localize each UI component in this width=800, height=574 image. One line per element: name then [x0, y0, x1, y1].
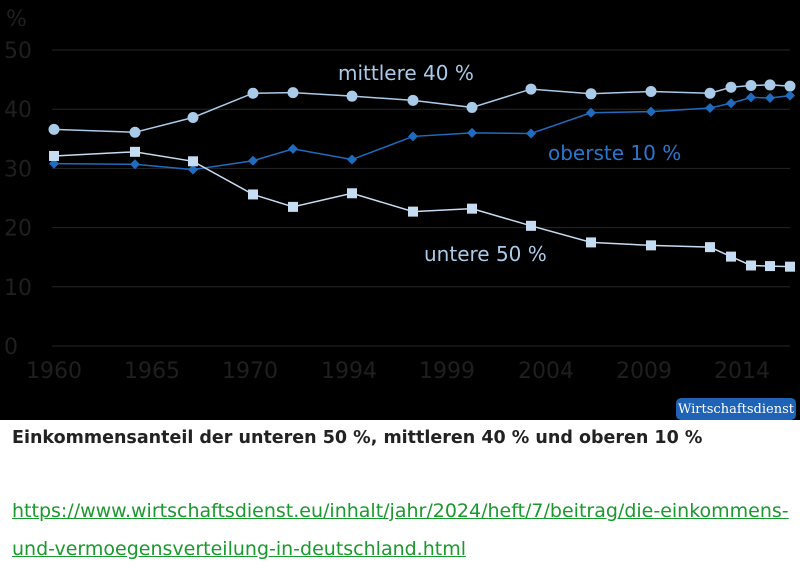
data-point [408, 206, 418, 217]
data-point [466, 101, 478, 113]
source-link[interactable]: https://www.wirtschaftsdienst.eu/inhalt/… [12, 500, 789, 560]
data-point [130, 146, 140, 157]
data-point [586, 107, 596, 118]
data-point [467, 203, 477, 214]
series-label: untere 50 % [424, 242, 547, 266]
data-point [646, 106, 656, 117]
data-point [188, 156, 198, 167]
data-point [785, 261, 795, 272]
series-line [53, 84, 791, 134]
data-point [646, 240, 656, 251]
y-tick-label: 40 [4, 98, 32, 123]
data-point [288, 143, 298, 154]
x-tick-label: 2004 [518, 359, 574, 384]
x-tick-label: 1999 [419, 359, 475, 384]
data-point [188, 164, 198, 175]
data-point [526, 128, 536, 139]
data-point [248, 155, 258, 166]
data-point [764, 79, 776, 91]
x-tick-label: 1994 [321, 359, 377, 384]
data-point [765, 261, 775, 272]
series-1 [49, 90, 795, 175]
data-point [287, 87, 299, 99]
data-point [49, 158, 59, 169]
y-tick-label: 10 [4, 276, 32, 301]
data-point [785, 90, 795, 101]
data-point [745, 80, 757, 92]
data-point [247, 87, 259, 99]
data-point [705, 242, 715, 253]
x-tick-label: 1970 [222, 359, 278, 384]
series-line [53, 94, 791, 171]
series-labels: mittlere 40 % oberste 10 % untere 50 % [338, 61, 681, 266]
data-point [746, 92, 756, 103]
x-tick-label: 2014 [714, 359, 770, 384]
data-point [726, 251, 736, 262]
y-tick-label: 20 [4, 217, 32, 242]
data-point [347, 154, 357, 165]
data-point [586, 237, 596, 248]
x-tick-label: 2009 [616, 359, 672, 384]
data-point [48, 123, 60, 135]
data-point [130, 159, 140, 170]
y-tick-label: 0 [4, 335, 18, 360]
series-2 [49, 146, 795, 272]
data-point [704, 87, 716, 99]
data-point [129, 126, 141, 138]
data-point [347, 188, 357, 199]
chart-area: 0 10 20 30 40 50% 1960 1965 1970 1994 1999 2004 2009… [0, 0, 800, 420]
data-point [49, 150, 59, 161]
data-point [784, 80, 796, 92]
data-point [725, 81, 737, 93]
line-chart: 0 10 20 30 40 50% 1960 1965 1970 1994 1999 2004 2009… [4, 7, 796, 384]
y-tick-label: 30 [4, 157, 32, 182]
data-point [408, 131, 418, 142]
axis-labels: 0 10 20 30 40 50% 1960 1965 1970 1994 1999 2004 2009… [4, 7, 770, 384]
series-line [53, 151, 791, 268]
x-tick-label: 1960 [26, 359, 82, 384]
data-point [346, 90, 358, 102]
data-point [288, 201, 298, 212]
data-point [585, 88, 597, 100]
series-0 [48, 79, 796, 138]
grid-lines [52, 49, 790, 347]
data-point [467, 127, 477, 138]
data-point [765, 92, 775, 103]
y-unit-label: % [6, 7, 27, 32]
data-point [248, 189, 258, 200]
data-point [407, 94, 419, 106]
series-layer [48, 79, 796, 272]
data-point [746, 260, 756, 271]
y-tick-label: 50 [4, 39, 32, 64]
publisher-badge: Wirtschaftsdienst [676, 398, 796, 420]
data-point [187, 111, 199, 123]
x-tick-label: 1965 [124, 359, 180, 384]
data-point [726, 98, 736, 109]
data-point [525, 83, 537, 95]
data-point [526, 220, 536, 231]
series-label: oberste 10 % [548, 141, 681, 165]
chart-caption: Einkommensanteil der unteren 50 %, mittl… [12, 428, 703, 448]
series-label: mittlere 40 % [338, 61, 474, 85]
data-point [705, 103, 715, 114]
data-point [645, 85, 657, 97]
